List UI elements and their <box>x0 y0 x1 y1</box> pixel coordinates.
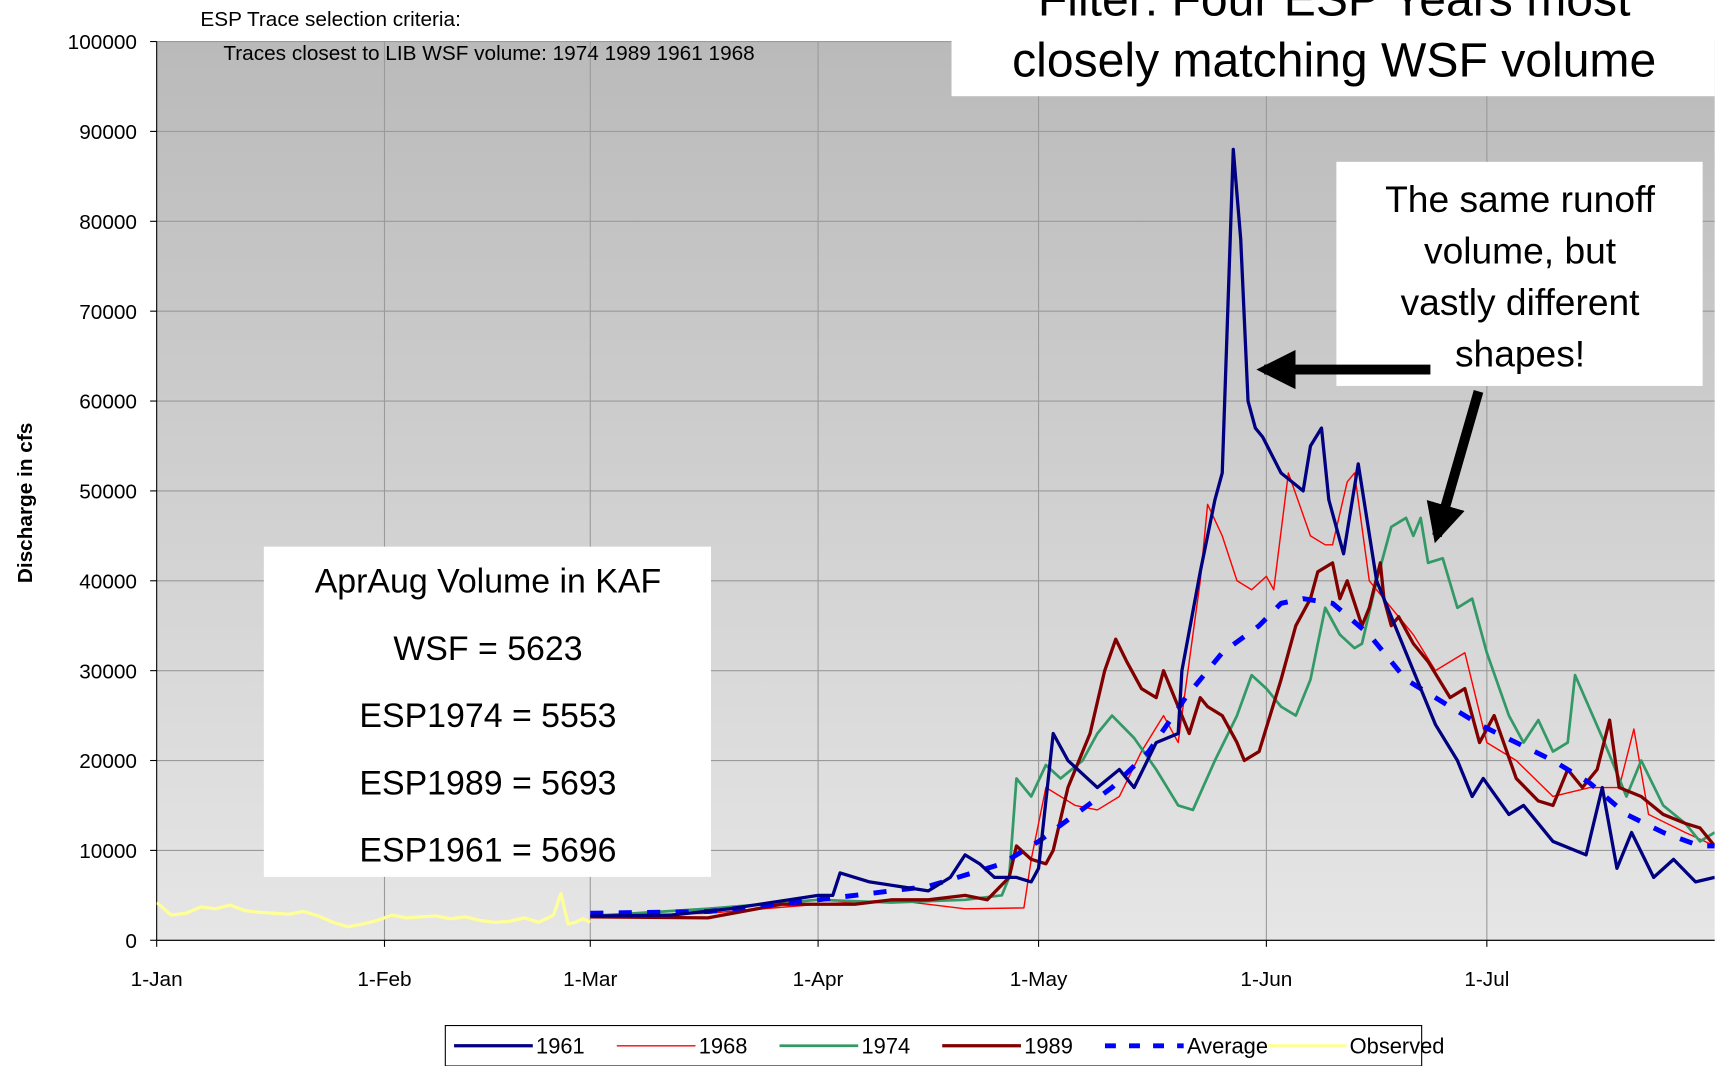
y-tick-label: 50000 <box>79 481 137 504</box>
y-tick-label: 40000 <box>79 570 137 593</box>
legend-label: Average <box>1187 1033 1268 1058</box>
y-tick-label: 90000 <box>79 121 137 144</box>
y-tick-label: 30000 <box>79 660 137 683</box>
y-tick-label: 70000 <box>79 301 137 324</box>
volume-box <box>263 546 711 877</box>
x-tick-label: 1-Jul <box>1464 968 1509 991</box>
y-tick-label: 100000 <box>68 31 137 54</box>
y-tick-label: 60000 <box>79 391 137 414</box>
series-line <box>590 516 1715 918</box>
legend-label: 1989 <box>1024 1033 1073 1058</box>
y-tick-label: 10000 <box>79 840 137 863</box>
callout-text: shapes! <box>1455 332 1585 374</box>
volume-text: AprAug Volume in KAF <box>315 563 661 601</box>
legend-label: 1961 <box>536 1033 585 1058</box>
volume-text: ESP1961 = 5696 <box>359 832 616 870</box>
callout-text: volume, but <box>1424 229 1617 271</box>
legend-box <box>444 1025 1423 1067</box>
legend-label: 1968 <box>699 1033 748 1058</box>
series-line <box>590 561 1715 920</box>
criteria-text: ESP Trace selection criteria: <box>200 8 460 31</box>
legend-label: Observed <box>1350 1033 1445 1058</box>
x-tick-label: 1-Feb <box>357 968 411 991</box>
x-tick-label: 1-May <box>1010 968 1068 991</box>
series-line <box>156 891 592 929</box>
callout-text: The same runoff <box>1385 178 1656 220</box>
volume-text: WSF = 5623 <box>393 630 582 668</box>
y-tick-label: 80000 <box>79 211 137 234</box>
x-tick-label: 1-Jun <box>1240 968 1292 991</box>
volume-text: ESP1989 = 5693 <box>359 764 616 802</box>
chart-title: Filter: Four ESP Years most <box>1038 0 1631 26</box>
x-tick-label: 1-Mar <box>563 968 617 991</box>
chart-title: closely matching WSF volume <box>1012 34 1656 88</box>
callout-text: vastly different <box>1401 281 1641 323</box>
y-tick-label: 0 <box>125 930 137 953</box>
callout-box <box>1336 161 1703 386</box>
series-line <box>590 472 1715 917</box>
title-box <box>951 0 1715 97</box>
legend-label: 1974 <box>862 1033 911 1058</box>
volume-text: ESP1974 = 5553 <box>359 697 616 735</box>
criteria-text: Traces closest to LIB WSF volume: 1974 1… <box>223 42 754 65</box>
y-tick-label: 20000 <box>79 750 137 773</box>
arrow <box>1426 390 1484 544</box>
x-tick-label: 1-Jan <box>131 968 183 991</box>
x-tick-label: 1-Apr <box>793 968 844 991</box>
series-line <box>590 147 1715 918</box>
y-axis-label: Discharge in cfs <box>14 423 37 583</box>
